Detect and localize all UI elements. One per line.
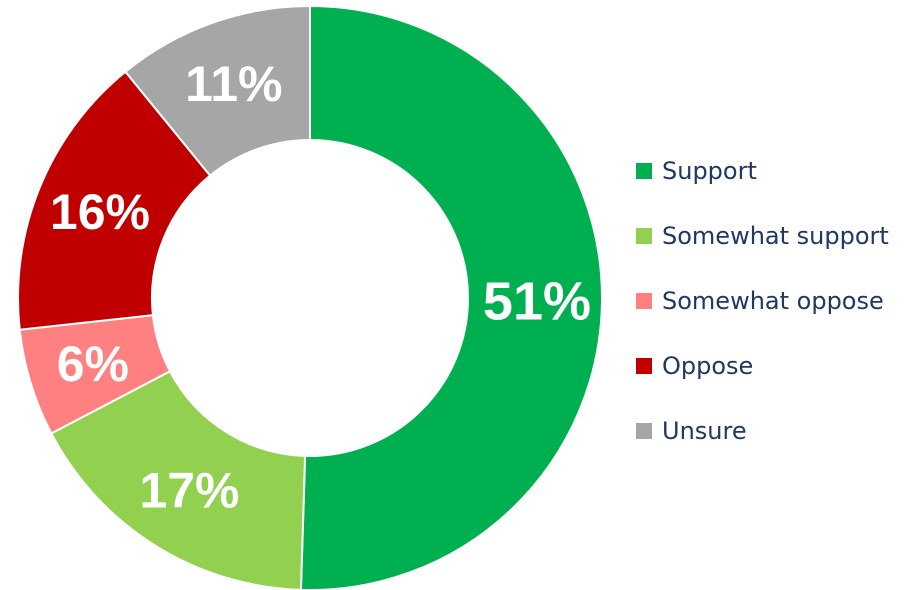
slice-oppose xyxy=(17,70,212,331)
legend-item-oppose: Oppose xyxy=(636,352,753,380)
legend-swatch-somewhat-oppose xyxy=(636,293,652,309)
slice-labels: 51% 17% 6% 16% 11% xyxy=(50,56,591,518)
legend-label-somewhat-oppose: Somewhat oppose xyxy=(662,287,884,315)
legend-item-somewhat-oppose: Somewhat oppose xyxy=(636,287,884,315)
legend-item-support: Support xyxy=(636,157,757,185)
legend: Support Somewhat support Somewhat oppose Op… xyxy=(636,157,889,445)
data-label-unsure: 11% xyxy=(185,56,282,112)
donut-slices xyxy=(17,4,603,590)
legend-swatch-oppose xyxy=(636,358,652,374)
data-label-oppose: 16% xyxy=(50,184,150,240)
legend-item-unsure: Unsure xyxy=(636,417,747,445)
legend-label-support: Support xyxy=(662,157,757,185)
legend-label-unsure: Unsure xyxy=(662,417,747,445)
legend-swatch-somewhat-support xyxy=(636,228,652,244)
legend-item-somewhat-support: Somewhat support xyxy=(636,222,889,250)
data-label-somewhat-support: 17% xyxy=(139,462,239,518)
data-label-support: 51% xyxy=(483,272,591,332)
slice-support xyxy=(299,4,603,590)
slice-somewhat-support xyxy=(49,369,307,590)
slice-unsure xyxy=(124,4,311,177)
legend-swatch-support xyxy=(636,163,652,179)
data-label-somewhat-oppose: 6% xyxy=(57,336,129,392)
legend-label-somewhat-support: Somewhat support xyxy=(662,222,889,250)
legend-swatch-unsure xyxy=(636,423,652,439)
legend-label-oppose: Oppose xyxy=(662,352,753,380)
